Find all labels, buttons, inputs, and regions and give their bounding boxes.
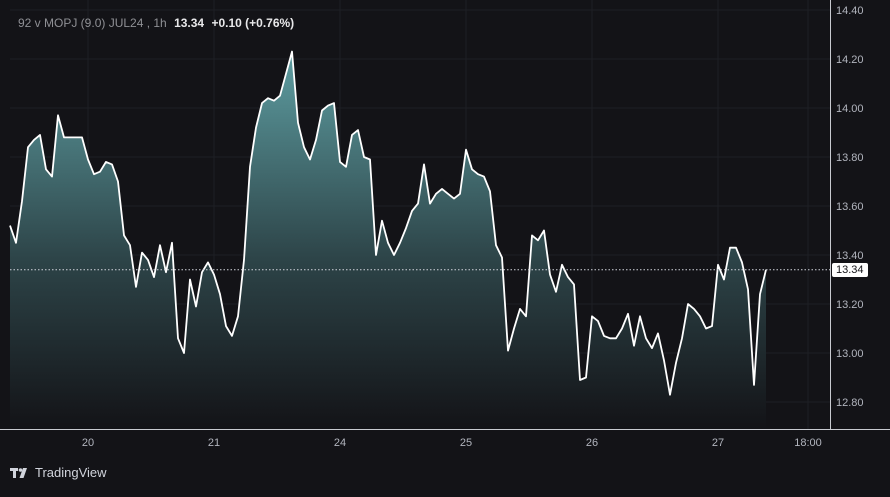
price-tick-label: 14.40 — [836, 5, 864, 17]
price-axis[interactable]: 12.80 13.00 13.20 13.40 13.60 13.80 14.00 14.20… — [836, 5, 864, 409]
time-tick-label: 26 — [586, 437, 598, 449]
price-tick-label: 12.80 — [836, 397, 864, 409]
last-price-tag: 13.34 — [832, 263, 868, 277]
time-tick-label: 25 — [460, 437, 472, 449]
price-tick-label: 13.60 — [836, 201, 864, 213]
price-tick-label: 14.20 — [836, 54, 864, 66]
price-change: +0.10 (+0.76%) — [211, 16, 295, 30]
time-tick-label: 21 — [208, 437, 220, 449]
price-tick-label: 13.00 — [836, 348, 864, 360]
series-line — [9, 50, 767, 396]
symbol-info: 92 v MOPJ (9.0) JUL24 , 1h — [18, 16, 167, 30]
last-price-value: 13.34 — [174, 16, 205, 30]
brand-name: TradingView — [35, 465, 107, 480]
time-tick-label: 24 — [334, 437, 346, 449]
tradingview-logo[interactable]: TradingView — [10, 465, 107, 480]
time-axis[interactable]: 20 21 24 25 26 27 18:00 — [82, 437, 822, 449]
time-tick-label: 18:00 — [794, 437, 822, 449]
tradingview-logo-icon — [10, 467, 27, 478]
price-tick-label: 13.20 — [836, 299, 864, 311]
legend-header: 92 v MOPJ (9.0) JUL24 , 1h 13.34 +0.10 (… — [18, 16, 294, 30]
time-tick-label: 27 — [712, 437, 724, 449]
price-tick-label: 13.80 — [836, 152, 864, 164]
price-tick-label: 14.00 — [836, 103, 864, 115]
time-tick-label: 20 — [82, 437, 94, 449]
price-tick-label: 13.40 — [836, 250, 864, 262]
